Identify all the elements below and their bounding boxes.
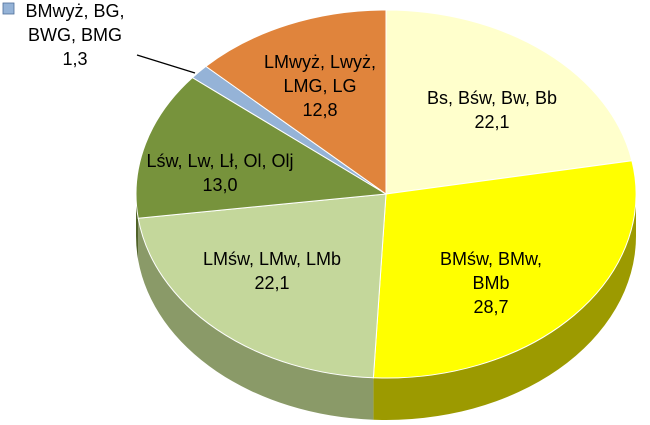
slice-value-label-5: 12,8 <box>302 100 337 120</box>
slice-name-label-1: BMśw, BMw, <box>440 249 542 269</box>
slice-value-label-1: 28,7 <box>473 297 508 317</box>
slice-name-label-2: LMśw, LMw, LMb <box>203 249 341 269</box>
legend-swatch-bmwyz <box>2 2 15 15</box>
slice-value-label-3: 13,0 <box>202 175 237 195</box>
pie-slice-3 <box>135 76 388 219</box>
legend <box>2 2 15 15</box>
slice-value-label-4: 1,3 <box>62 49 87 69</box>
pie-slice-1 <box>372 160 637 379</box>
slice-value-label-2: 22,1 <box>254 273 289 293</box>
pie-slice-2 <box>137 193 387 379</box>
slice-name-label-0: Bs, Bśw, Bw, Bb <box>427 88 557 108</box>
slice-name-label-4: BWG, BMG <box>28 25 122 45</box>
leader-line-bmwyz <box>136 54 196 74</box>
slice-name-label-1: BMb <box>472 273 509 293</box>
slice-name-label-5: LMwyż, Lwyż, <box>264 52 376 72</box>
slice-value-label-0: 22,1 <box>474 112 509 132</box>
slice-name-label-4: BMwyż, BG, <box>25 1 124 21</box>
pie-slice-5 <box>205 9 387 195</box>
pie-side-2 <box>138 218 374 420</box>
slice-name-label-5: LMG, LG <box>283 76 356 96</box>
slice-labels: Bs, Bśw, Bw, Bb 22,1 BMśw, BMw, BMb 28,7 LMśw… <box>25 1 557 317</box>
pie-slices <box>135 9 637 379</box>
pie-slice-0 <box>385 9 633 195</box>
slice-name-label-3: Lśw, Lw, Lł, Ol, Olj <box>146 151 293 171</box>
